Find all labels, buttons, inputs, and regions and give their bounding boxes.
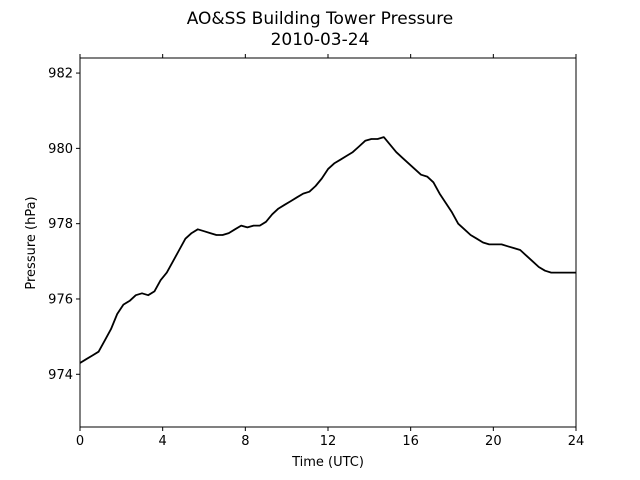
x-axis-label: Time (UTC) — [291, 455, 364, 470]
y-axis-label: Pressure (hPa) — [24, 196, 39, 289]
chart-subtitle: 2010-03-24 — [271, 30, 370, 50]
x-tick-label: 16 — [402, 434, 419, 449]
axis-ticks: 0 4 8 12 16 20 24 974 976 978 980 982 — [48, 54, 584, 449]
y-tick-label: 978 — [48, 217, 73, 232]
chart-title: AO&SS Building Tower Pressure — [187, 9, 454, 29]
y-tick-label: 982 — [48, 67, 73, 82]
x-tick-label: 8 — [241, 434, 249, 449]
y-tick-label: 976 — [48, 292, 73, 307]
x-tick-label: 0 — [76, 434, 84, 449]
y-tick-label: 974 — [48, 368, 73, 383]
pressure-series-line — [79, 136, 576, 364]
y-tick-label: 980 — [48, 142, 73, 157]
x-tick-label: 20 — [485, 434, 502, 449]
plot-frame — [79, 57, 577, 428]
x-tick-label: 24 — [568, 434, 585, 449]
x-tick-label: 12 — [320, 434, 337, 449]
x-tick-label: 4 — [159, 434, 167, 449]
